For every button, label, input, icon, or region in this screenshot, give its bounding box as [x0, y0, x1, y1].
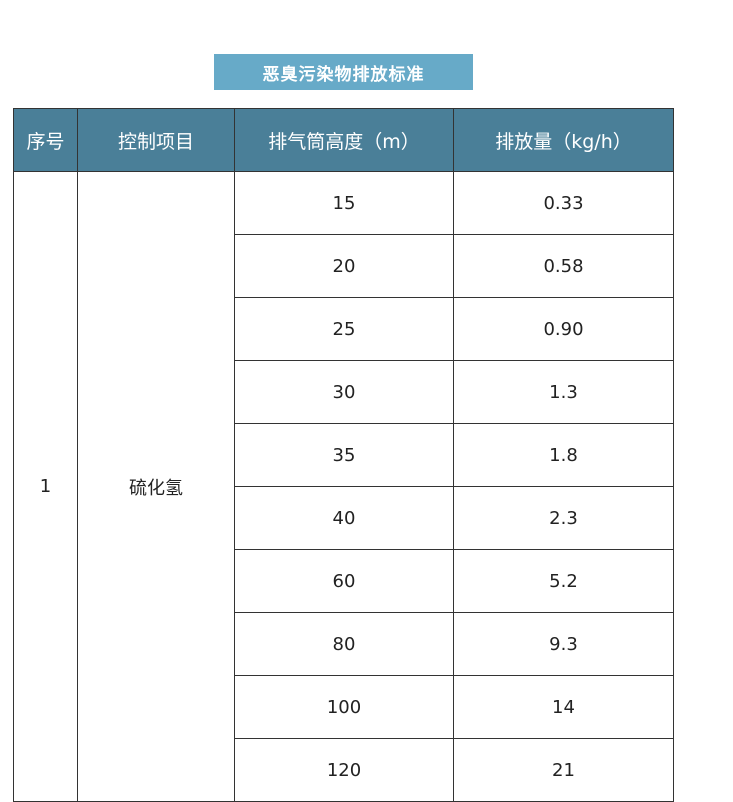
cell-stack-height: 60 — [234, 549, 454, 613]
cell-stack-height: 120 — [234, 738, 454, 802]
header-row: 序号 控制项目 排气筒高度（m） 排放量（kg/h） — [13, 108, 674, 172]
header-stack-height: 排气筒高度（m） — [234, 108, 454, 172]
cell-emission-rate: 2.3 — [453, 486, 674, 550]
table-row: 120 21 — [14, 738, 674, 802]
table-row: 25 0.90 — [14, 297, 674, 361]
cell-item: 硫化氢 — [77, 171, 235, 802]
header-emission-rate: 排放量（kg/h） — [453, 108, 674, 172]
cell-emission-rate: 21 — [453, 738, 674, 802]
table-row: 80 9.3 — [14, 612, 674, 676]
cell-stack-height: 100 — [234, 675, 454, 739]
cell-emission-rate: 0.58 — [453, 234, 674, 298]
cell-emission-rate: 14 — [453, 675, 674, 739]
table-row: 20 0.58 — [14, 234, 674, 298]
table-row: 35 1.8 — [14, 423, 674, 487]
cell-emission-rate: 0.90 — [453, 297, 674, 361]
table-row: 40 2.3 — [14, 486, 674, 550]
cell-emission-rate: 1.8 — [453, 423, 674, 487]
table-row: 60 5.2 — [14, 549, 674, 613]
cell-emission-rate: 9.3 — [453, 612, 674, 676]
table-row: 30 1.3 — [14, 360, 674, 424]
cell-emission-rate: 5.2 — [453, 549, 674, 613]
cell-stack-height: 20 — [234, 234, 454, 298]
cell-emission-rate: 0.33 — [453, 171, 674, 235]
cell-stack-height: 35 — [234, 423, 454, 487]
cell-emission-rate: 1.3 — [453, 360, 674, 424]
cell-stack-height: 80 — [234, 612, 454, 676]
table-row: 100 14 — [14, 675, 674, 739]
emission-standard-table: 序号 控制项目 排气筒高度（m） 排放量（kg/h） 1 硫化氢 15 0.33 2… — [13, 108, 674, 802]
header-index: 序号 — [13, 108, 78, 172]
cell-stack-height: 30 — [234, 360, 454, 424]
cell-stack-height: 40 — [234, 486, 454, 550]
table-title: 恶臭污染物排放标准 — [214, 54, 473, 90]
cell-stack-height: 25 — [234, 297, 454, 361]
header-item: 控制项目 — [77, 108, 235, 172]
table-row: 1 硫化氢 15 0.33 — [13, 171, 674, 802]
cell-index: 1 — [13, 171, 78, 802]
cell-stack-height: 15 — [234, 171, 454, 235]
